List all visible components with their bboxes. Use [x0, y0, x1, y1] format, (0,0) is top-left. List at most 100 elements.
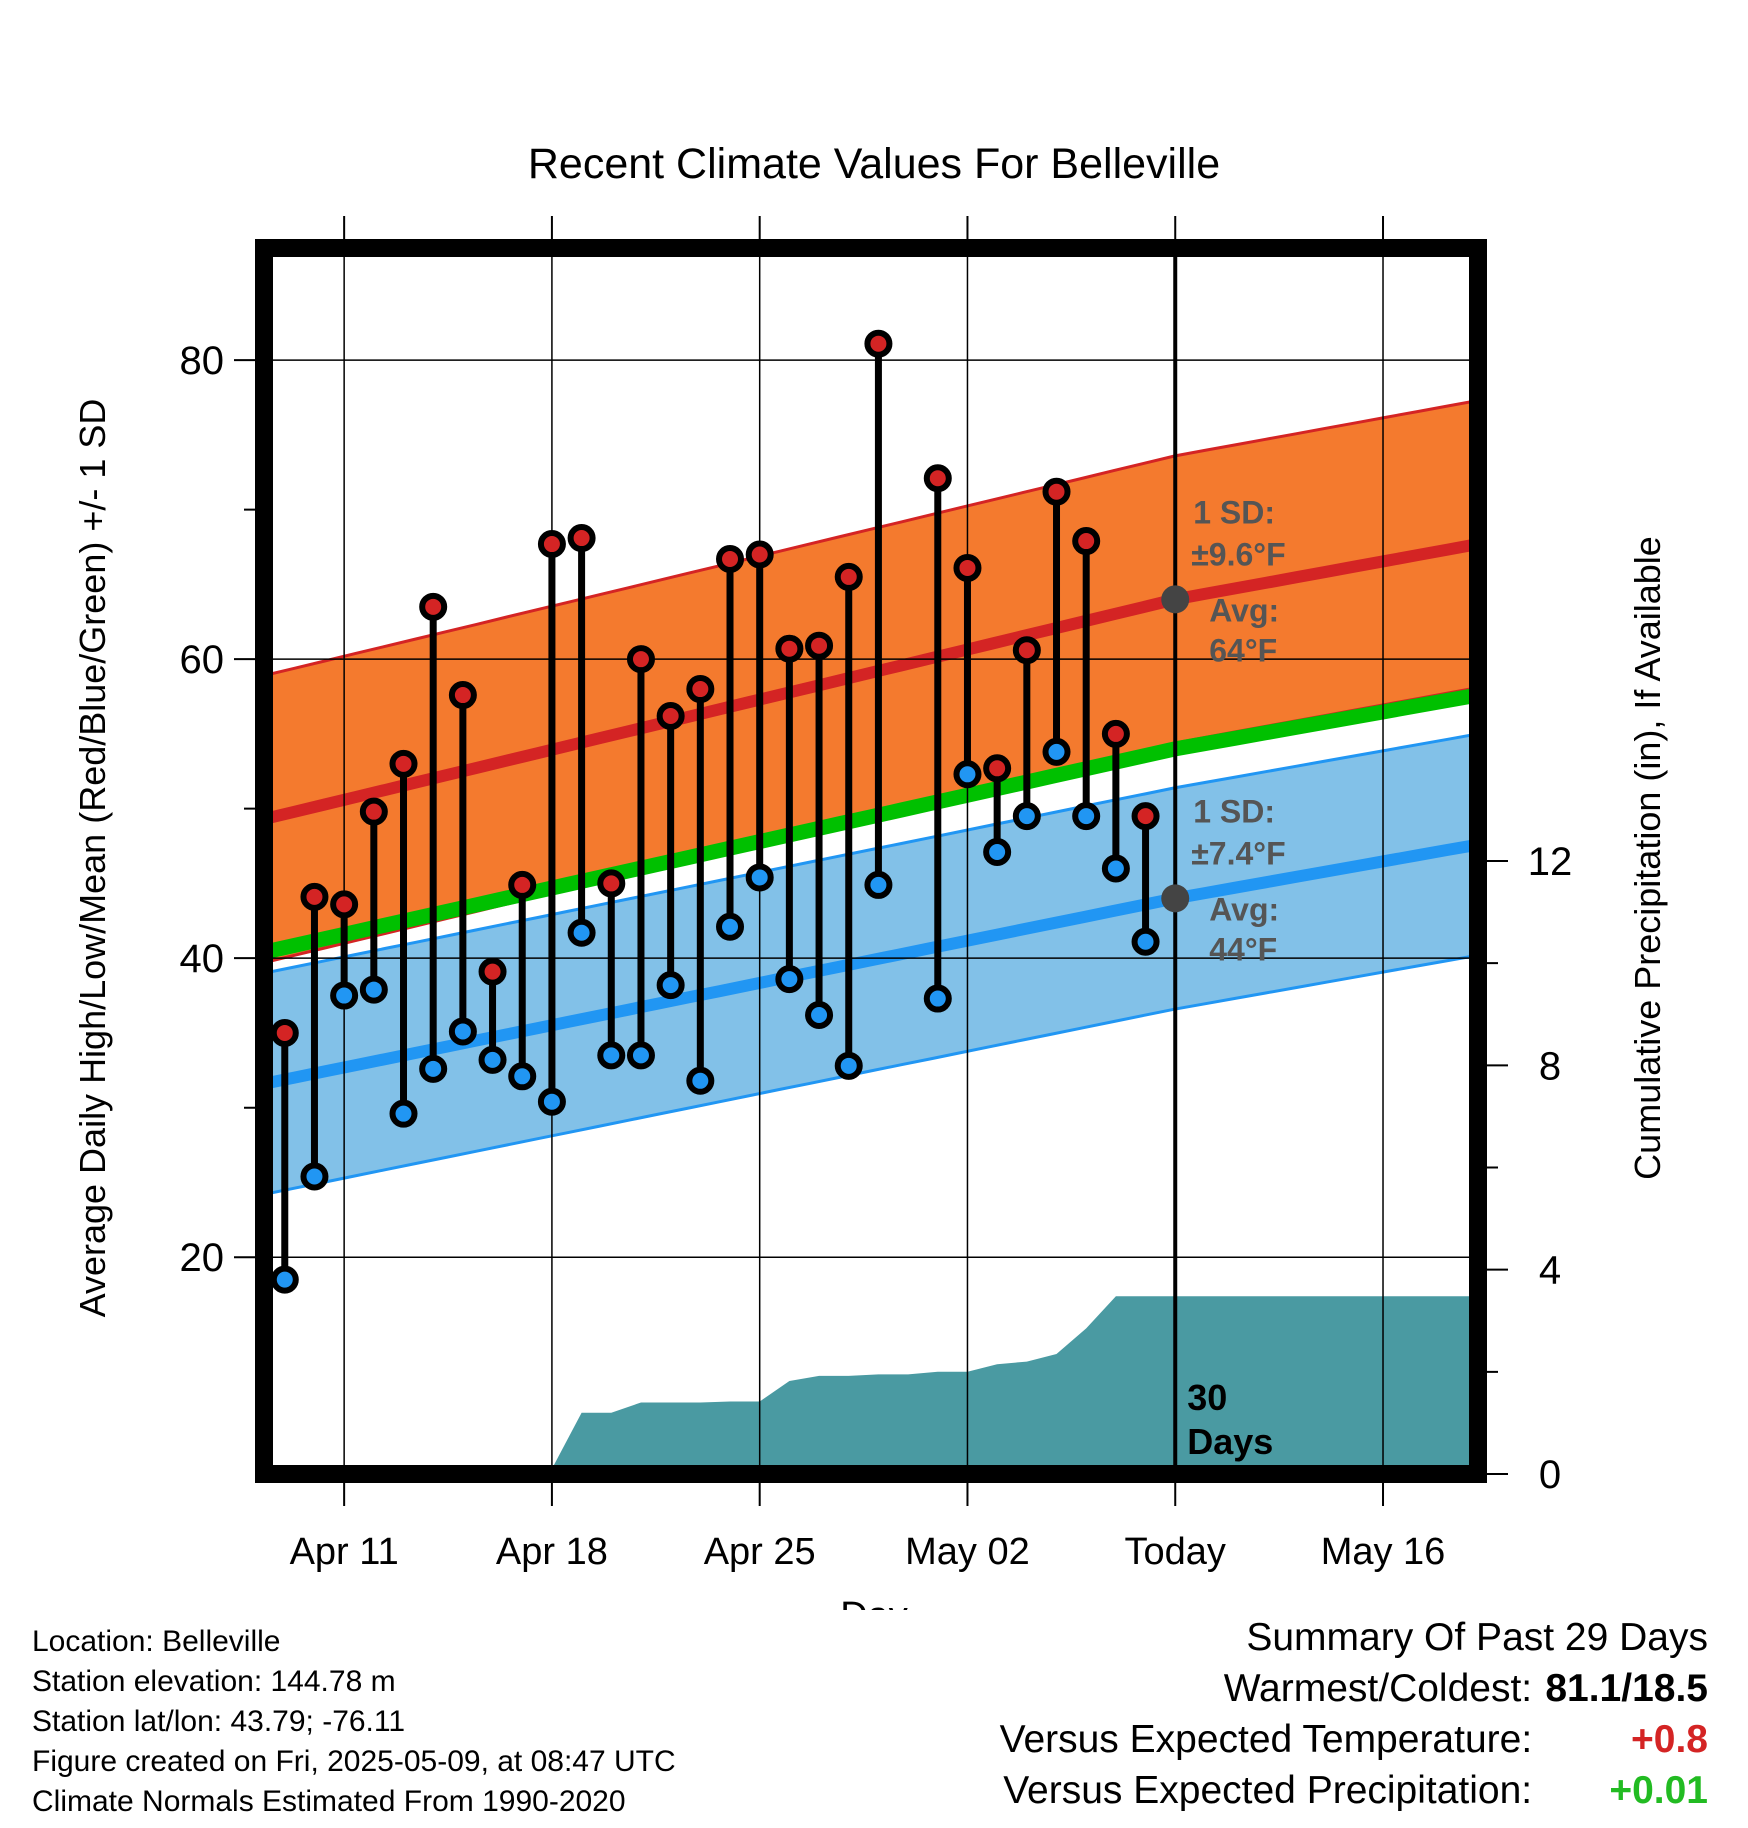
- x-axis-label: Day: [840, 1595, 908, 1610]
- daily-low-point: [864, 870, 893, 899]
- daily-high-point: [359, 797, 388, 826]
- daily-low-point: [1101, 854, 1130, 883]
- warmest-coldest-label: Warmest/Coldest:: [1223, 1667, 1533, 1710]
- y2-tick-label-1: 4: [1539, 1249, 1561, 1293]
- daily-high-point: [389, 749, 418, 778]
- daily-high-point: [537, 530, 566, 559]
- today-normal-dot-1: [1161, 884, 1190, 913]
- high-upper-sd-line: [264, 399, 1478, 678]
- daily-low-point: [834, 1051, 863, 1080]
- daily-low-point: [537, 1087, 566, 1116]
- summary-warmest-row: Warmest/Coldest: 81.1/18.5: [1000, 1663, 1708, 1714]
- daily-high-point: [448, 681, 477, 710]
- y-tick-label-2: 60: [180, 638, 225, 682]
- days-label-line-1: Days: [1187, 1421, 1273, 1462]
- daily-high-point: [983, 754, 1012, 783]
- y-tick-label-3: 80: [180, 339, 225, 383]
- daily-high-point: [716, 544, 745, 573]
- warmest-coldest-value: 81.1/18.5: [1545, 1667, 1708, 1710]
- temp-departure-label: Versus Expected Temperature:: [999, 1718, 1533, 1761]
- y2-tick-label-0: 0: [1539, 1453, 1561, 1497]
- daily-low-point: [330, 981, 359, 1010]
- days-label-line-0: 30: [1187, 1377, 1227, 1418]
- precip-area: [264, 1296, 1478, 1474]
- daily-low-point: [1042, 737, 1071, 766]
- y-tick-label-1: 40: [180, 937, 225, 981]
- sd-value-0: ±9.6°F: [1191, 536, 1285, 572]
- today-normal-dot-0: [1161, 585, 1190, 614]
- normals-text: Climate Normals Estimated From 1990-2020: [32, 1785, 626, 1818]
- daily-high-point: [419, 592, 448, 621]
- daily-high-point: [1101, 719, 1130, 748]
- sd-label-1: 1 SD:: [1193, 793, 1275, 829]
- daily-low-point: [1012, 802, 1041, 831]
- daily-low-point: [478, 1045, 507, 1074]
- avg-value-1: 44°F: [1209, 931, 1277, 967]
- y2-tick-label-3: 12: [1528, 840, 1573, 884]
- daily-high-point: [775, 634, 804, 663]
- precip-departure-value: +0.01: [1609, 1769, 1708, 1812]
- daily-low-point: [626, 1041, 655, 1070]
- plot-area: [264, 248, 1478, 1474]
- precip-departure-label: Versus Expected Precipitation:: [1003, 1769, 1533, 1812]
- y-axis-label: Average Daily High/Low/Mean (Red/Blue/Gr…: [72, 399, 113, 1318]
- daily-high-point: [834, 562, 863, 591]
- daily-low-point: [389, 1099, 418, 1128]
- daily-low-point: [656, 971, 685, 1000]
- low-lower-sd-line: [264, 953, 1478, 1196]
- daily-high-point: [626, 645, 655, 674]
- chart-title: Recent Climate Values For Belleville: [528, 140, 1220, 188]
- created-text: Figure created on Fri, 2025-05-09, at 08…: [32, 1745, 676, 1778]
- daily-low-point: [953, 760, 982, 789]
- x-tick-label-0: Apr 11: [290, 1531, 399, 1573]
- daily-low-point: [359, 975, 388, 1004]
- daily-low-point: [805, 1000, 834, 1029]
- daily-high-point: [1131, 802, 1160, 831]
- daily-low-point: [270, 1265, 299, 1294]
- avg-label-0: Avg:: [1209, 592, 1279, 628]
- daily-low-point: [567, 918, 596, 947]
- daily-low-point: [597, 1041, 626, 1070]
- daily-high-point: [1042, 477, 1071, 506]
- daily-low-point: [448, 1017, 477, 1046]
- temp-departure-value: +0.8: [1631, 1718, 1708, 1761]
- daily-high-point: [330, 890, 359, 919]
- y-tick-label-0: 20: [180, 1236, 225, 1280]
- daily-high-point: [1012, 636, 1041, 665]
- daily-high-point: [923, 464, 952, 493]
- daily-high-point: [597, 869, 626, 898]
- x-tick-label-3: May 02: [905, 1531, 1030, 1573]
- daily-high-point: [567, 524, 596, 553]
- sd-value-1: ±7.4°F: [1191, 835, 1285, 871]
- daily-low-point: [419, 1054, 448, 1083]
- daily-high-point: [805, 631, 834, 660]
- daily-low-point: [716, 912, 745, 941]
- daily-low-point: [1131, 927, 1160, 956]
- station-info: Location: Belleville Station elevation: …: [32, 1622, 676, 1822]
- daily-high-point: [953, 553, 982, 582]
- daily-high-point: [686, 675, 715, 704]
- daily-low-point: [1072, 802, 1101, 831]
- summary-temp-row: Versus Expected Temperature: +0.8: [1000, 1714, 1708, 1765]
- daily-high-point: [864, 329, 893, 358]
- daily-high-point: [656, 701, 685, 730]
- y2-tick-label-2: 8: [1539, 1044, 1561, 1088]
- summary-precip-row: Versus Expected Precipitation: +0.01: [1000, 1765, 1708, 1816]
- x-tick-label-2: Apr 25: [704, 1531, 816, 1573]
- daily-low-point: [508, 1062, 537, 1091]
- climate-chart: Recent Climate Values For Belleville 1 S…: [72, 140, 1668, 1610]
- summary-panel: Summary Of Past 29 Days Warmest/Coldest:…: [1000, 1612, 1708, 1816]
- x-tick-label-1: Apr 18: [496, 1531, 608, 1573]
- sd-label-0: 1 SD:: [1193, 494, 1275, 530]
- avg-label-1: Avg:: [1209, 891, 1279, 927]
- daily-low-point: [300, 1162, 329, 1191]
- daily-low-point: [775, 965, 804, 994]
- daily-low-point: [686, 1066, 715, 1095]
- daily-high-point: [745, 540, 774, 569]
- x-tick-label-5: May 16: [1321, 1531, 1446, 1573]
- daily-low-point: [923, 984, 952, 1013]
- daily-high-point: [1072, 527, 1101, 556]
- avg-value-0: 64°F: [1209, 632, 1277, 668]
- daily-high-point: [478, 957, 507, 986]
- daily-high-point: [270, 1018, 299, 1047]
